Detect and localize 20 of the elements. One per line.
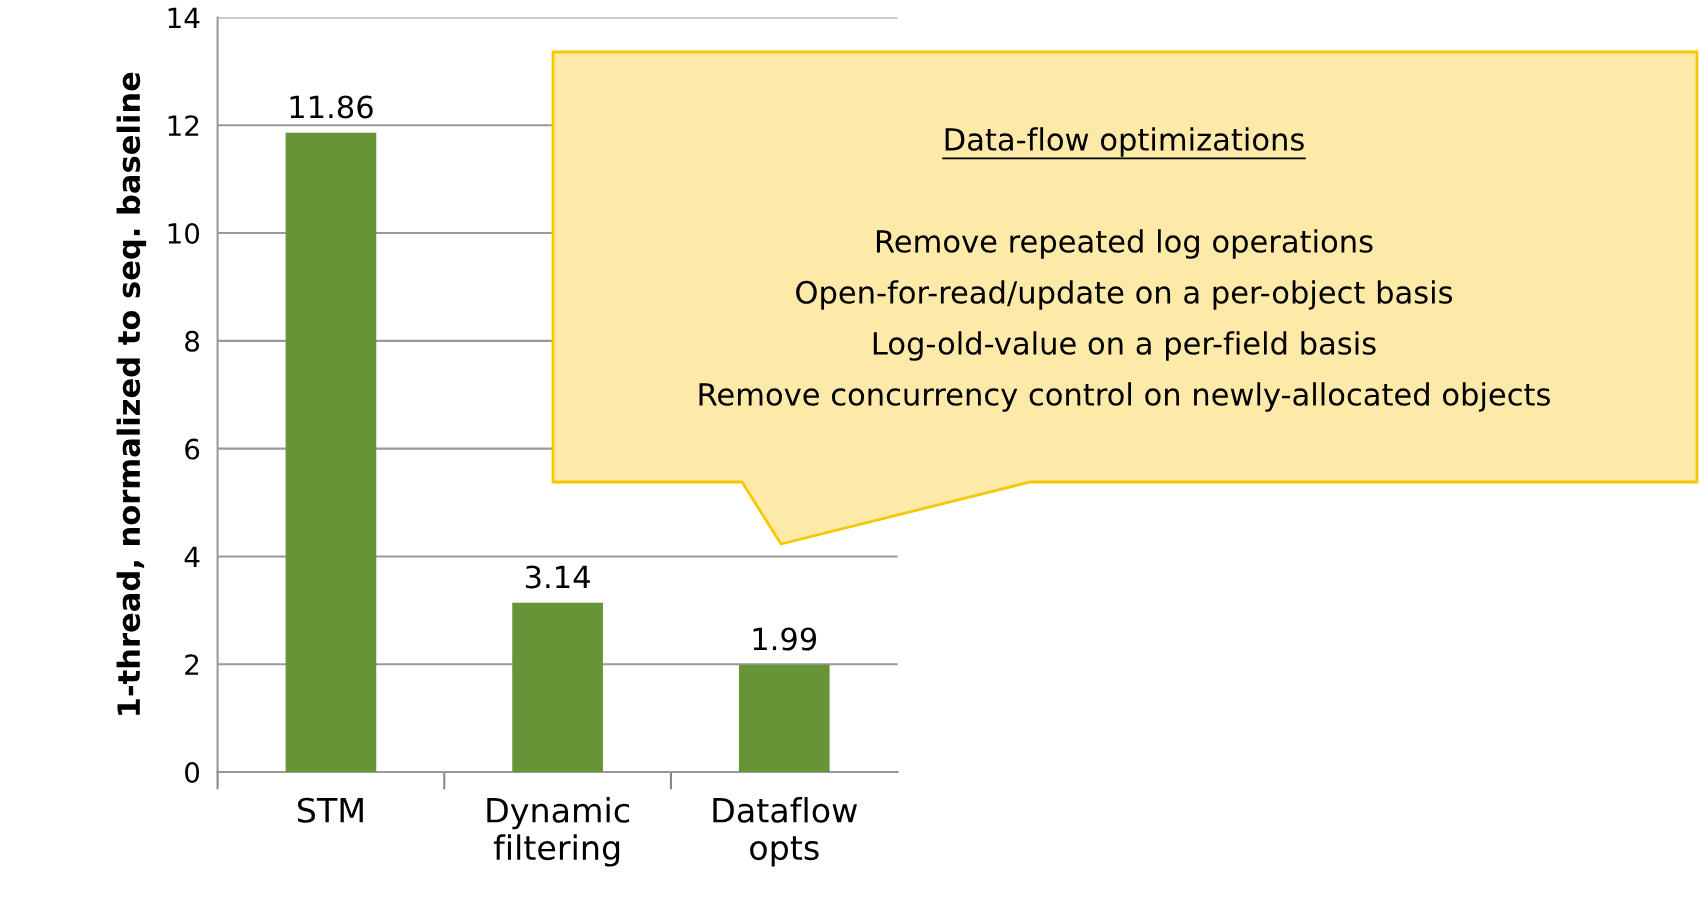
y-tick-label: 14: [168, 7, 200, 28]
y-tick-label: 2: [185, 654, 199, 675]
y-tick-label: 6: [185, 438, 200, 460]
x-tick-label: Dataflow opts: [713, 797, 857, 867]
y-tick-label: 0: [185, 761, 200, 783]
annotation: Remove concurrency control on newly-allocated objects: [699, 382, 1550, 412]
data-label: 3.14: [525, 565, 590, 589]
annotation: Remove repeated log operations: [876, 229, 1373, 259]
y-axis-title: 1-thread, normalized to seq. baseline: [116, 72, 147, 715]
x-tick-label: Dynamic filtering: [487, 797, 630, 867]
annotation: Log-old-value on a per-field basis: [873, 331, 1376, 361]
data-label: 11.86: [290, 95, 373, 119]
data-label: 1.99: [753, 627, 817, 651]
y-tick-label: 12: [168, 115, 199, 136]
text: Data-flow optimizations: [945, 127, 1304, 157]
y-tick-label: 10: [168, 222, 200, 244]
y-tick-label: 4: [184, 546, 200, 567]
y-tick-label: 8: [185, 330, 200, 352]
x-tick-label: STM: [297, 797, 363, 823]
annotation: Open-for-read/update on a per-object basis: [796, 280, 1453, 310]
